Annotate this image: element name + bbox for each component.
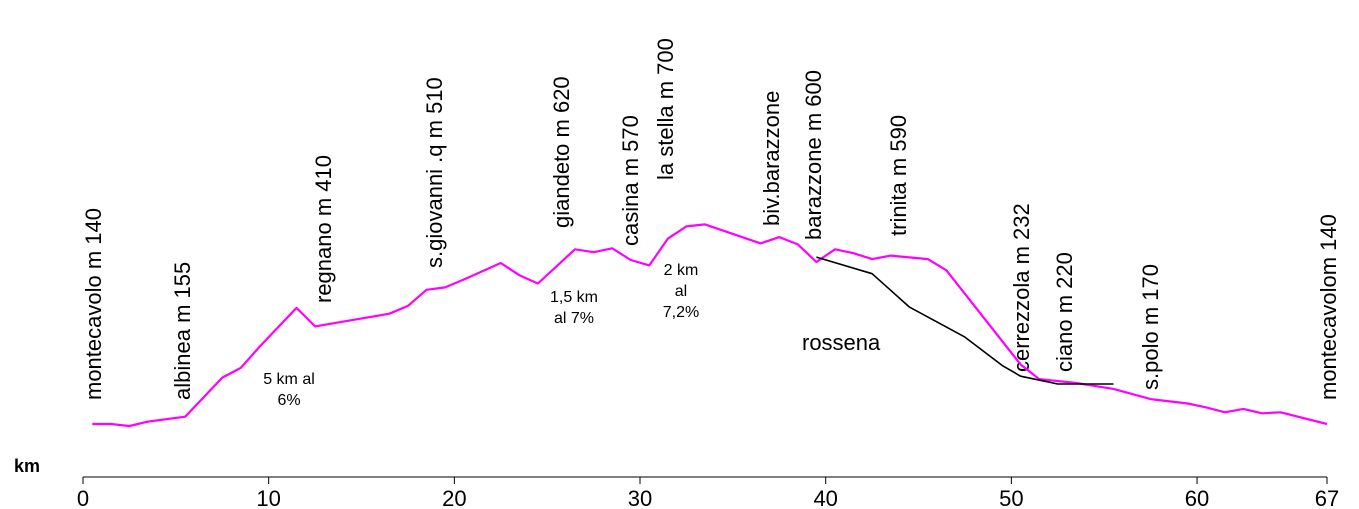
place-label: s.polo m 170: [1138, 264, 1163, 390]
x-tick-label: 0: [77, 486, 89, 509]
rossena-variant-line: [816, 256, 1114, 385]
place-label: ciano m 220: [1052, 252, 1077, 372]
place-label: trinita m 590: [886, 115, 911, 236]
place-label: montecavolo m 140: [81, 208, 106, 400]
main-route-line: [92, 223, 1328, 428]
gradient-annotation-line: 5 km al: [263, 371, 315, 388]
series-lines: [92, 223, 1328, 428]
gradient-annotation-line: 2 km: [664, 262, 699, 279]
x-tick-label: 10: [256, 486, 280, 509]
x-tick-label: 40: [813, 486, 837, 509]
x-tick-label: 60: [1185, 486, 1209, 509]
place-label: albinea m 155: [170, 262, 195, 400]
place-label: regnano m 410: [311, 155, 336, 303]
x-axis: 0 10 20 30 40 50 60 67 km: [14, 456, 1339, 509]
place-label: la stella m 700: [653, 38, 678, 180]
gradient-annotations: 5 km al 6% 1,5 km al 7% 2 km al 7,2% rossena: [263, 262, 881, 409]
x-tick-label: 20: [442, 486, 466, 509]
gradient-annotation-line: 6%: [277, 392, 300, 409]
place-labels: montecavolo m 140 albinea m 155 regnano m …: [81, 38, 1341, 400]
x-axis-unit-label: km: [14, 456, 40, 476]
rossena-series-label: rossena: [802, 330, 881, 355]
place-label: montecavolom 140: [1316, 214, 1341, 400]
place-label: biv.barazzone: [759, 91, 784, 226]
x-tick-label: 50: [999, 486, 1023, 509]
place-label: giandeto m 620: [549, 76, 574, 228]
x-tick-label: 67: [1315, 486, 1339, 509]
place-label: casina m 570: [618, 115, 643, 246]
gradient-annotation-line: 7,2%: [663, 304, 699, 321]
gradient-annotation-line: al: [675, 283, 687, 300]
place-label: barazzone m 600: [801, 70, 826, 240]
x-ticks: 0 10 20 30 40 50 60 67: [77, 477, 1339, 509]
gradient-annotation-line: al 7%: [554, 310, 594, 327]
place-label: s.giovanni .q m 510: [422, 77, 447, 268]
gradient-annotation-line: 1,5 km: [550, 289, 598, 306]
x-tick-label: 30: [628, 486, 652, 509]
place-label: cerrezzola m 232: [1009, 203, 1034, 372]
